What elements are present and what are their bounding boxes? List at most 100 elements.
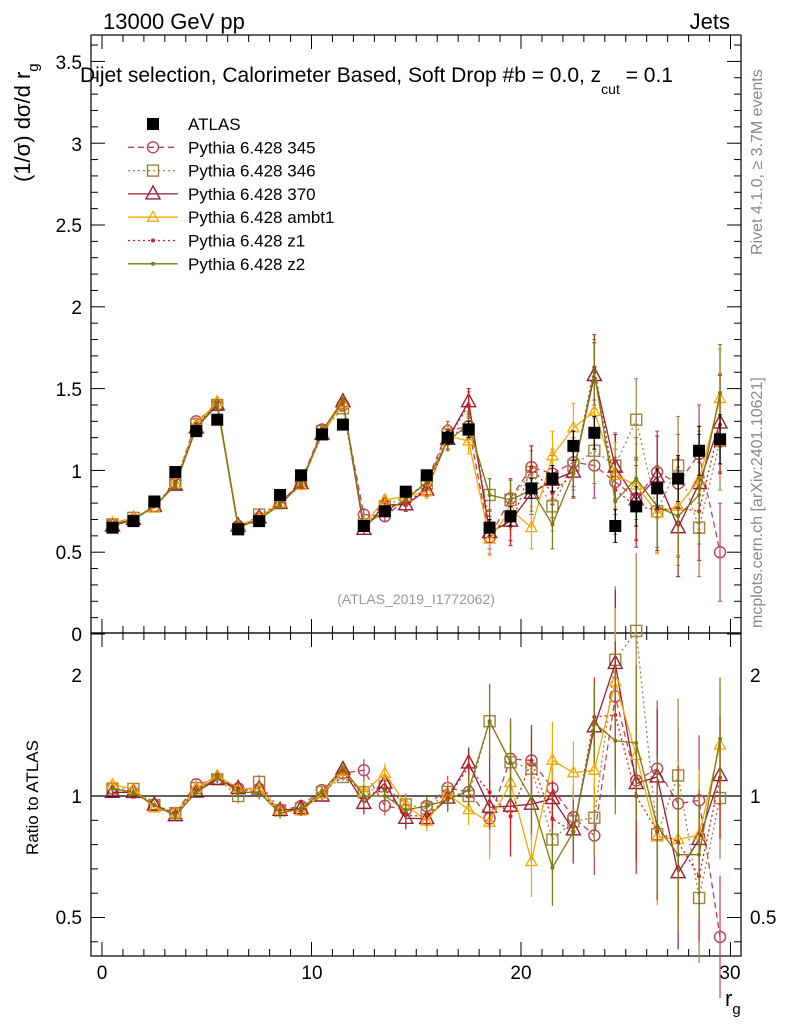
mc-point xyxy=(209,395,226,411)
y-tick-label: 0 xyxy=(71,625,82,646)
mc-point xyxy=(676,514,681,519)
mc-point xyxy=(487,790,492,795)
mc-point xyxy=(482,531,497,544)
mc-point xyxy=(718,736,723,741)
subtitle-main: Dijet selection, Calorimeter Based, Soft… xyxy=(80,64,601,87)
atlas-point xyxy=(106,521,119,534)
ratio-series xyxy=(104,553,729,999)
x-tick-label: 10 xyxy=(301,963,322,984)
data-series xyxy=(104,334,729,602)
ratio-line xyxy=(112,714,721,879)
atlas-point xyxy=(190,425,203,438)
mc-point xyxy=(340,398,345,403)
x-axis-title-main: r xyxy=(725,986,732,1011)
x-axis-title-sub: g xyxy=(732,1001,740,1018)
mc-point xyxy=(319,790,324,795)
series-line xyxy=(112,403,721,531)
atlas-point xyxy=(315,428,328,441)
atlas-point xyxy=(462,423,475,436)
mc-point xyxy=(173,483,178,488)
mc-point xyxy=(550,817,555,822)
ratio-y-tick-label-right: 1 xyxy=(750,787,761,808)
mc-point xyxy=(545,448,560,461)
legend-item-ambt1: Pythia 6.428 ambt1 xyxy=(128,208,334,227)
series-line xyxy=(112,375,721,534)
mc-point xyxy=(131,790,136,795)
mc-point xyxy=(146,141,160,154)
y-tick-label: 2 xyxy=(71,298,82,319)
mc-point xyxy=(146,164,160,177)
legend-label: Pythia 6.428 345 xyxy=(188,138,316,157)
mc-point xyxy=(403,497,408,502)
atlas-point xyxy=(567,439,580,452)
atlas-point xyxy=(504,510,517,523)
mc-point xyxy=(278,811,283,816)
atlas-point xyxy=(609,520,622,533)
series-z1 xyxy=(110,334,723,561)
mc-point xyxy=(550,491,555,496)
x-tick-labels: 0 10 20 30 xyxy=(97,963,741,984)
ratio-y-tick-label: 0.5 xyxy=(56,908,82,929)
mc-point xyxy=(487,719,492,724)
series-line xyxy=(112,367,721,528)
mc-point xyxy=(466,764,471,769)
mc-point xyxy=(144,184,162,200)
mc-point xyxy=(613,738,618,743)
series-p346 xyxy=(106,378,727,578)
atlas-point xyxy=(630,500,643,513)
ratio-series-z2 xyxy=(110,665,723,932)
side-rivet-label: Rivet 4.1.0, ≥ 3.7M events xyxy=(749,69,766,255)
atlas-point xyxy=(336,418,349,431)
mc-point xyxy=(357,764,371,777)
mc-point xyxy=(566,765,580,778)
mc-point xyxy=(550,522,555,527)
legend: ATLAS Pythia 6.428 345 Pythia 6.428 346 Pyt… xyxy=(128,115,334,274)
ratio-y-tick-labels-right: 0.5 1 2 xyxy=(750,666,776,929)
mc-point xyxy=(634,741,639,746)
mc-point xyxy=(278,502,283,507)
mc-point xyxy=(378,765,392,778)
mc-point xyxy=(340,765,345,770)
mc-point xyxy=(424,804,429,809)
mc-point xyxy=(587,404,601,417)
atlas-point xyxy=(420,469,433,482)
atlas-point xyxy=(714,433,727,446)
legend-item-z1: Pythia 6.428 z1 xyxy=(128,232,305,251)
mc-point xyxy=(403,807,408,812)
mc-point xyxy=(508,760,513,765)
mc-point xyxy=(445,798,450,803)
mc-point xyxy=(299,806,304,811)
atlas-point xyxy=(672,472,685,485)
ratio-line xyxy=(112,696,721,937)
mc-point xyxy=(697,852,702,857)
mc-point xyxy=(104,782,121,798)
series-line xyxy=(112,372,721,529)
mc-point xyxy=(299,481,304,486)
y-tick-label: 1.5 xyxy=(56,380,82,401)
mc-point xyxy=(336,395,350,408)
ratio-series-p345 xyxy=(106,622,727,999)
atlas-point xyxy=(211,413,224,426)
series-p370 xyxy=(104,342,729,578)
subtitle-sub: cut xyxy=(601,81,620,97)
atlas-point xyxy=(169,466,182,479)
ratio-y-tick-label-right: 2 xyxy=(750,666,761,687)
ratio-line xyxy=(112,719,721,870)
atlas-point xyxy=(483,521,496,534)
mc-point xyxy=(655,824,660,829)
series-ATLAS xyxy=(106,413,727,543)
ratio-y-tick-label: 2 xyxy=(71,666,82,687)
atlas-point xyxy=(588,426,601,439)
x-tick-label: 20 xyxy=(510,963,531,984)
mc-point xyxy=(236,790,241,795)
y-tick-label: 2.5 xyxy=(56,216,82,237)
subtitle-tail: = 0.1 xyxy=(620,64,673,87)
legend-label: ATLAS xyxy=(188,115,241,134)
atlas-point xyxy=(525,482,538,495)
x-tick-label: 30 xyxy=(719,963,740,984)
y-tick-label: 3.5 xyxy=(56,53,82,74)
mc-point xyxy=(588,811,601,824)
mc-point xyxy=(630,413,643,426)
y-axis-title: (1/σ) dσ/d rg xyxy=(10,63,42,182)
